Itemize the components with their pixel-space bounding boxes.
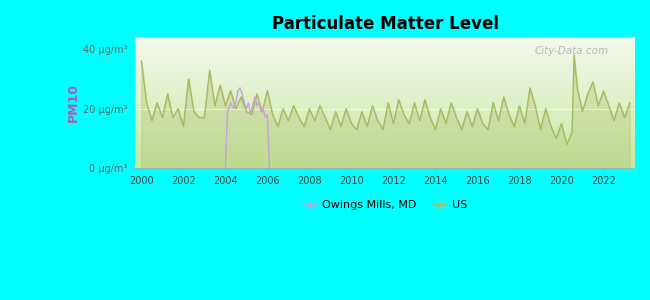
- Y-axis label: PM10: PM10: [67, 83, 80, 122]
- Legend: Owings Mills, MD, US: Owings Mills, MD, US: [298, 196, 471, 215]
- Text: City-Data.com: City-Data.com: [535, 46, 609, 56]
- Title: Particulate Matter Level: Particulate Matter Level: [272, 15, 499, 33]
